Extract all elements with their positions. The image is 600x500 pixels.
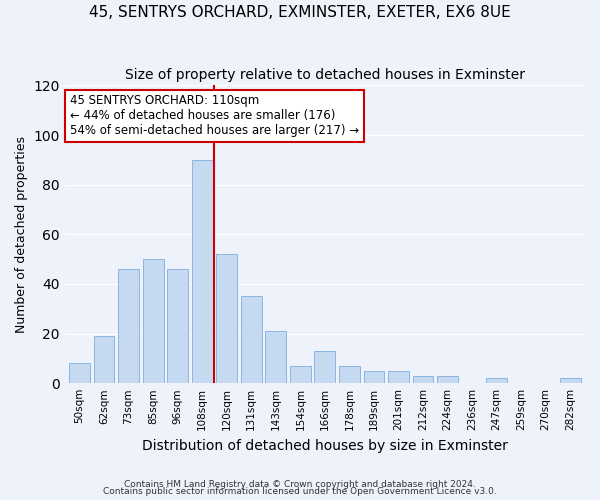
Bar [388, 371, 409, 383]
Bar [118, 269, 139, 383]
Bar [69, 364, 90, 383]
Text: 45, SENTRYS ORCHARD, EXMINSTER, EXETER, EX6 8UE: 45, SENTRYS ORCHARD, EXMINSTER, EXETER, … [89, 5, 511, 20]
X-axis label: Distribution of detached houses by size in Exminster: Distribution of detached houses by size … [142, 438, 508, 452]
Bar [413, 376, 433, 383]
Bar [290, 366, 311, 383]
Bar [192, 160, 212, 383]
Bar [339, 366, 360, 383]
Y-axis label: Number of detached properties: Number of detached properties [15, 136, 28, 333]
Bar [94, 336, 115, 383]
Text: 45 SENTRYS ORCHARD: 110sqm
← 44% of detached houses are smaller (176)
54% of sem: 45 SENTRYS ORCHARD: 110sqm ← 44% of deta… [70, 94, 359, 138]
Bar [167, 269, 188, 383]
Bar [241, 296, 262, 383]
Bar [314, 351, 335, 383]
Bar [560, 378, 581, 383]
Bar [486, 378, 507, 383]
Bar [364, 371, 385, 383]
Bar [217, 254, 237, 383]
Bar [265, 331, 286, 383]
Bar [143, 259, 164, 383]
Text: Contains HM Land Registry data © Crown copyright and database right 2024.: Contains HM Land Registry data © Crown c… [124, 480, 476, 489]
Text: Contains public sector information licensed under the Open Government Licence v3: Contains public sector information licen… [103, 487, 497, 496]
Title: Size of property relative to detached houses in Exminster: Size of property relative to detached ho… [125, 68, 525, 82]
Bar [437, 376, 458, 383]
